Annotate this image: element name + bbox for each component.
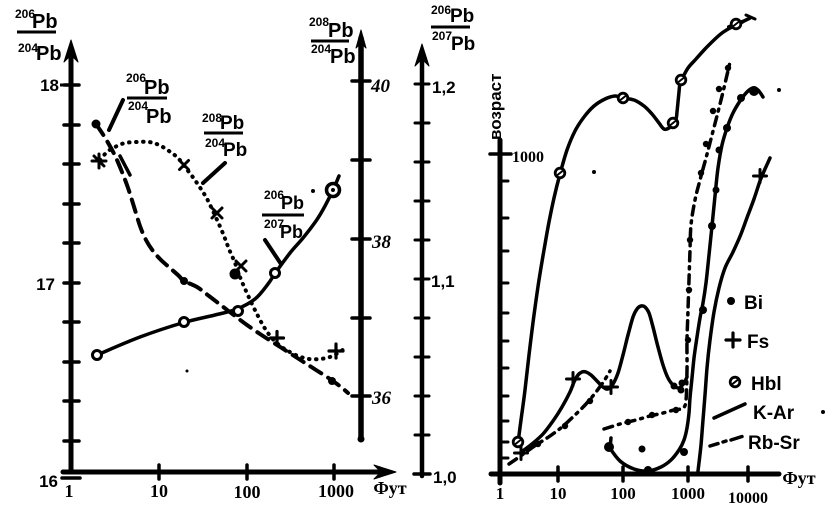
svg-text:Hbl: Hbl (751, 374, 782, 395)
svg-text:1000: 1000 (512, 149, 544, 166)
svg-text:208: 208 (202, 111, 222, 125)
svg-text:Pb: Pb (451, 34, 475, 55)
svg-text:10000: 10000 (728, 490, 768, 507)
svg-text:18: 18 (40, 76, 59, 95)
svg-text:Rb-Sr: Rb-Sr (748, 433, 800, 454)
svg-text:206: 206 (15, 7, 35, 21)
svg-text:1000: 1000 (318, 481, 354, 501)
svg-text:204: 204 (18, 41, 38, 55)
svg-text:1,2: 1,2 (432, 78, 456, 97)
svg-text:Pb: Pb (330, 46, 356, 68)
svg-text:Фут: Фут (782, 468, 815, 488)
svg-text:204: 204 (311, 42, 331, 56)
svg-text:1,1: 1,1 (431, 272, 455, 291)
svg-text:206: 206 (126, 71, 146, 85)
svg-text:206: 206 (264, 188, 284, 202)
svg-text:38: 38 (371, 232, 392, 253)
svg-text:206: 206 (431, 3, 451, 17)
svg-text:Pb: Pb (220, 113, 244, 134)
svg-text:Pb: Pb (146, 106, 172, 128)
svg-text:204: 204 (205, 136, 225, 150)
svg-text:1: 1 (65, 481, 74, 501)
svg-text:40: 40 (370, 76, 391, 97)
svg-text:Bi: Bi (744, 293, 763, 314)
svg-text:36: 36 (371, 388, 392, 409)
svg-text:Фут: Фут (373, 478, 406, 498)
svg-text:100: 100 (234, 482, 261, 502)
svg-text:Pb: Pb (328, 20, 354, 42)
svg-text:1: 1 (496, 484, 505, 503)
svg-text:1000: 1000 (671, 484, 705, 503)
svg-text:204: 204 (128, 99, 148, 113)
svg-text:17: 17 (36, 275, 55, 294)
svg-text:K-Ar: K-Ar (753, 403, 795, 424)
svg-text:Pb: Pb (32, 11, 58, 33)
svg-text:Pb: Pb (36, 43, 62, 65)
svg-text:1,0: 1,0 (433, 468, 457, 487)
svg-text:Pb: Pb (450, 6, 474, 27)
svg-text:Pb: Pb (223, 140, 247, 161)
svg-text:Fs: Fs (747, 332, 769, 353)
svg-text:10: 10 (550, 484, 567, 503)
svg-text:207: 207 (264, 217, 284, 231)
svg-text:10: 10 (150, 481, 168, 501)
svg-text:16: 16 (39, 472, 58, 491)
svg-text:100: 100 (610, 484, 636, 503)
svg-text:Pb: Pb (280, 222, 303, 242)
svg-text:207: 207 (432, 29, 452, 43)
svg-text:Pb: Pb (144, 77, 170, 99)
svg-text:208: 208 (309, 15, 329, 29)
svg-text:Pb: Pb (281, 193, 304, 213)
svg-text:возраст: возраст (486, 74, 505, 140)
